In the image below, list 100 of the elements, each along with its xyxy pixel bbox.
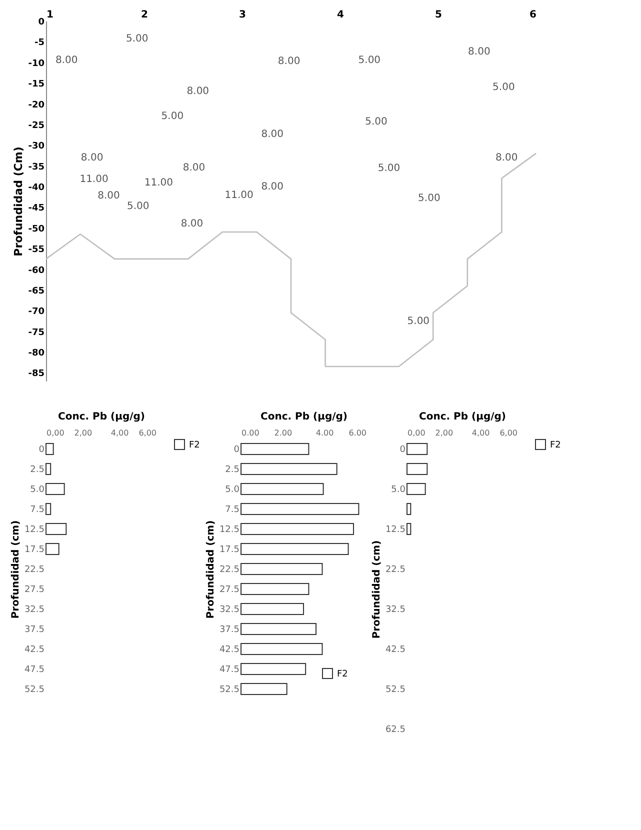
y-tick-label: 5.0 xyxy=(225,485,240,495)
y-tick-label: 32.5 xyxy=(385,605,406,615)
y-tick-label: 62.5 xyxy=(385,725,406,735)
x-tick-label: 6.00 xyxy=(348,428,366,438)
y-tick-label: -10 xyxy=(28,58,44,69)
y-tick-label: 32.5 xyxy=(219,605,240,615)
annotation: 5.00 xyxy=(365,116,388,128)
annotation: 8.00 xyxy=(180,218,204,230)
annotation: 5.00 xyxy=(161,111,184,122)
y-tick-label: -55 xyxy=(28,245,44,256)
legend-label: F2 xyxy=(189,440,200,450)
y-tick-label: 37.5 xyxy=(24,625,44,635)
annotation: 5.00 xyxy=(418,193,440,204)
x-tick-label: 3 xyxy=(239,10,246,20)
y-tick-label: 42.5 xyxy=(385,645,406,655)
y-tick-label: -75 xyxy=(28,328,44,338)
x-tick-label: 2 xyxy=(141,10,148,20)
x-tick-label: 2.00 xyxy=(274,428,292,438)
legend-label: F2 xyxy=(550,440,561,450)
y-tick-label: 2.5 xyxy=(225,465,240,475)
y-tick-label: 7.5 xyxy=(30,505,44,515)
annotation: 8.00 xyxy=(261,182,284,193)
annotation: 8.00 xyxy=(495,152,518,164)
y-tick-label: -65 xyxy=(28,286,44,296)
annotation: 11.00 xyxy=(80,174,108,186)
x-axis-title: Conc. Pb (µg/g) xyxy=(419,412,506,422)
y-tick-label: 27.5 xyxy=(24,585,44,595)
annotation: 8.00 xyxy=(80,152,104,164)
y-tick-label: -5 xyxy=(34,38,44,48)
x-axis-title: Conc. Pb (µg/g) xyxy=(260,412,348,422)
y-tick-label: 7.5 xyxy=(225,505,240,515)
x-tick-label: 1 xyxy=(46,10,54,20)
y-tick-label: 42.5 xyxy=(24,645,44,655)
y-tick-label: 52.5 xyxy=(385,685,406,695)
y-axis-title: Profundidad (cm) xyxy=(371,540,382,639)
y-tick-label: 12.5 xyxy=(219,525,240,535)
annotation: 5.00 xyxy=(407,316,430,327)
annotation: 8.00 xyxy=(55,55,78,66)
y-tick-label: 17.5 xyxy=(219,545,240,555)
annotation: 8.00 xyxy=(468,46,490,58)
y-tick-label: 47.5 xyxy=(24,665,44,675)
legend-label: F2 xyxy=(337,670,348,680)
x-tick-label: 6,00 xyxy=(500,428,518,438)
y-tick-label: 52.5 xyxy=(24,685,44,695)
y-tick-label: -85 xyxy=(28,369,44,380)
y-tick-label: -80 xyxy=(28,348,44,359)
y-tick-label: 27.5 xyxy=(219,585,240,595)
annotation: 8.00 xyxy=(261,129,284,140)
y-tick-label: 5.0 xyxy=(30,485,45,495)
y-tick-label: -60 xyxy=(28,266,44,276)
y-tick-label: 2.5 xyxy=(30,465,44,475)
x-tick-label: 0.00 xyxy=(242,428,260,438)
y-tick-label: -70 xyxy=(28,307,44,318)
x-axis-title: Conc. Pb (µg/g) xyxy=(58,412,145,422)
x-tick-label: 4,00 xyxy=(472,428,490,438)
y-tick-label: 32.5 xyxy=(24,605,44,615)
annotation: 8.00 xyxy=(98,190,120,202)
y-tick-label: 52.5 xyxy=(219,685,240,695)
annotation: 8.00 xyxy=(182,162,206,174)
annotation: 5.00 xyxy=(492,82,515,94)
y-tick-label: 42.5 xyxy=(219,645,240,655)
annotation: 11.00 xyxy=(224,190,254,201)
y-tick-label: -15 xyxy=(28,80,44,90)
x-tick-label: 5 xyxy=(435,10,442,20)
x-tick-label: 4,00 xyxy=(110,428,129,438)
y-tick-label: -40 xyxy=(28,183,44,194)
line-series xyxy=(45,152,537,368)
x-tick-label: 6,00 xyxy=(138,428,156,438)
y-tick-label: -35 xyxy=(28,162,44,172)
annotation: 8.00 xyxy=(278,56,300,67)
annotation: 5.00 xyxy=(126,201,150,212)
y-tick-label: 22.5 xyxy=(219,565,240,575)
x-tick-label: 6 xyxy=(530,10,537,20)
y-tick-label: 22.5 xyxy=(385,565,406,575)
annotation: 8.00 xyxy=(186,86,210,97)
y-axis-title: Profundidad (cm) xyxy=(205,520,216,619)
y-tick-label: 47.5 xyxy=(219,665,240,675)
y-axis-title: Profundidad (cm) xyxy=(10,520,22,619)
y-tick-label: -20 xyxy=(28,100,44,110)
annotation: 5.00 xyxy=(358,54,381,66)
y-tick-label: 17.5 xyxy=(24,545,44,555)
annotation: 5.00 xyxy=(378,162,400,174)
annotation: 11.00 xyxy=(144,177,174,188)
annotation: 5.00 xyxy=(126,34,148,45)
y-tick-label: 5.0 xyxy=(391,485,406,495)
y-tick-label: 0 xyxy=(38,18,44,28)
x-tick-label: 0,00 xyxy=(408,428,426,438)
y-tick-label: -25 xyxy=(28,120,44,131)
x-tick-label: 2,00 xyxy=(435,428,454,438)
y-tick-label: 12.5 xyxy=(24,525,44,535)
y-tick-label: -50 xyxy=(28,224,44,234)
y-tick-label: 0 xyxy=(234,445,240,455)
x-tick-label: 0,00 xyxy=(46,428,64,438)
y-tick-label: 37.5 xyxy=(219,625,240,635)
y-tick-label: 12.5 xyxy=(385,525,406,535)
y-tick-label: 0 xyxy=(38,445,45,455)
x-tick-label: 2,00 xyxy=(74,428,92,438)
y-tick-label: 22.5 xyxy=(24,565,44,575)
y-tick-label: -30 xyxy=(28,142,44,152)
y-axis-title: Profundidad (Cm) xyxy=(12,146,26,256)
